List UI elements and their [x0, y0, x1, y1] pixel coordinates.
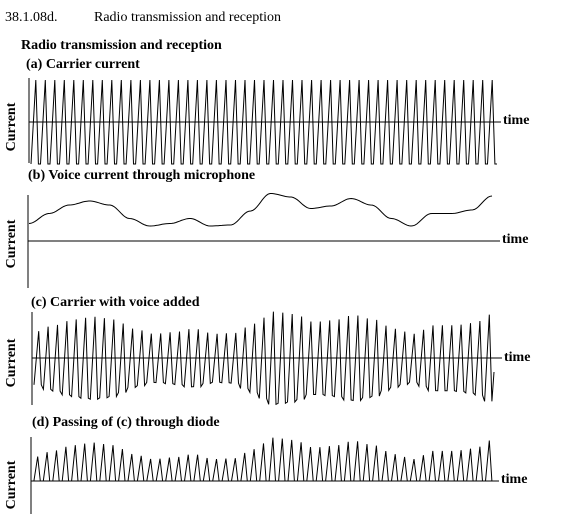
panel-b-title: (b) Voice current through microphone: [28, 168, 256, 183]
panel-b-plot: [27, 193, 500, 288]
panel-d-plot: [30, 437, 499, 514]
panel-c-plot: [31, 311, 502, 406]
panel-a-carrier-wave: [30, 79, 497, 165]
panel-a-title: (a) Carrier current: [26, 57, 140, 72]
header-title: Radio transmission and reception: [94, 10, 282, 25]
panel-a-xlabel: time: [503, 113, 530, 128]
panel-a-plot: [28, 78, 501, 165]
panel-b-voice-wave: [28, 193, 493, 227]
panel-b-xlabel: time: [502, 232, 529, 247]
panel-c-xlabel: time: [504, 350, 531, 365]
header-code: 38.1.08d.: [5, 10, 58, 25]
panel-c-title: (c) Carrier with voice added: [31, 295, 200, 310]
panel-d-xlabel: time: [501, 472, 528, 487]
panel-d-title: (d) Passing of (c) through diode: [32, 415, 220, 430]
panel-c-modulated-wave: [33, 311, 495, 406]
figure-title: Radio transmission and reception: [21, 38, 222, 53]
panel-d-rectified-wave: [33, 437, 494, 482]
